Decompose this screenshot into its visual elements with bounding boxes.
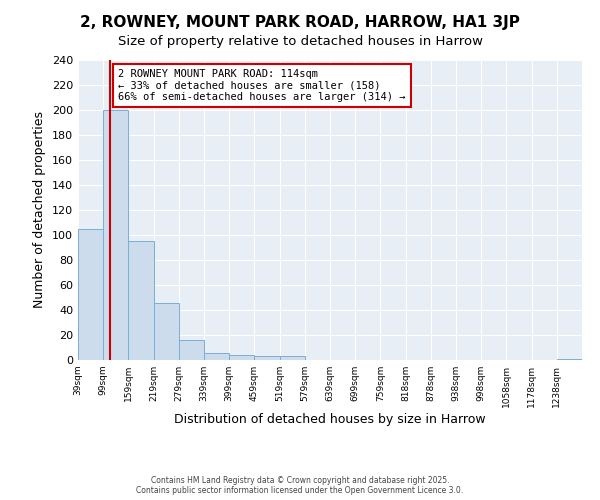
Text: 2, ROWNEY, MOUNT PARK ROAD, HARROW, HA1 3JP: 2, ROWNEY, MOUNT PARK ROAD, HARROW, HA1 …	[80, 15, 520, 30]
Bar	[179, 340, 204, 360]
Bar	[78, 229, 103, 360]
X-axis label: Distribution of detached houses by size in Harrow: Distribution of detached houses by size …	[174, 412, 486, 426]
Bar	[280, 356, 305, 360]
Bar	[229, 355, 254, 360]
Text: 2 ROWNEY MOUNT PARK ROAD: 114sqm
← 33% of detached houses are smaller (158)
66% : 2 ROWNEY MOUNT PARK ROAD: 114sqm ← 33% o…	[118, 69, 406, 102]
Bar	[128, 242, 154, 360]
Bar	[154, 302, 179, 360]
Bar	[557, 359, 582, 360]
Text: Contains HM Land Registry data © Crown copyright and database right 2025.
Contai: Contains HM Land Registry data © Crown c…	[136, 476, 464, 495]
Text: Size of property relative to detached houses in Harrow: Size of property relative to detached ho…	[118, 35, 482, 48]
Y-axis label: Number of detached properties: Number of detached properties	[34, 112, 46, 308]
Bar	[204, 352, 229, 360]
Bar	[103, 110, 128, 360]
Bar	[254, 356, 280, 360]
